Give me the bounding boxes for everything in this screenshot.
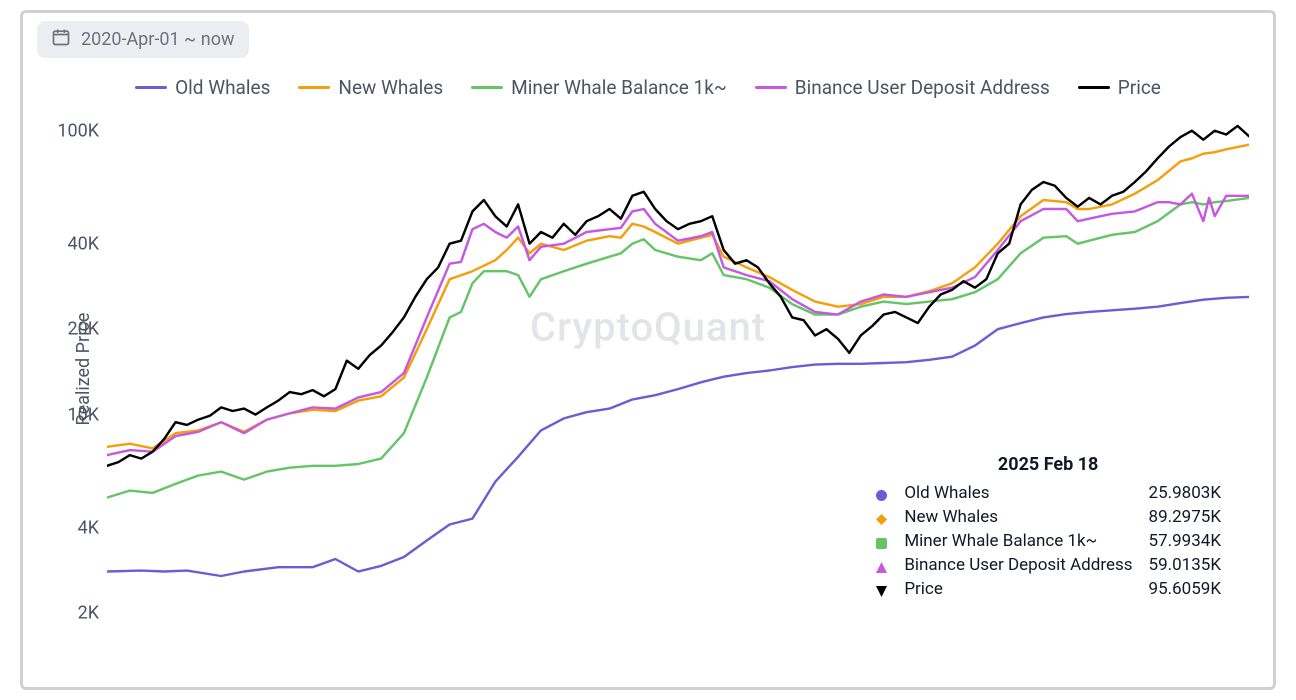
legend-swatch (135, 86, 167, 89)
tooltip-row-price: Price95.6059K (867, 577, 1229, 601)
tooltip-value: 95.6059K (1141, 577, 1229, 601)
tooltip-value: 57.9934K (1141, 529, 1229, 553)
legend-item-binance[interactable]: Binance User Deposit Address (755, 76, 1050, 99)
legend-item-old_whales[interactable]: Old Whales (135, 76, 270, 99)
date-range-text: 2020-Apr-01 ~ now (81, 29, 235, 50)
tooltip-date: 2025 Feb 18 (867, 454, 1229, 475)
tooltip-row-miner: Miner Whale Balance 1k~57.9934K (867, 529, 1229, 553)
tooltip-row-binance: Binance User Deposit Address59.0135K (867, 553, 1229, 577)
marker-icon (875, 535, 888, 548)
tooltip-row-old_whales: Old Whales25.9803K (867, 481, 1229, 505)
legend-swatch (1078, 86, 1110, 89)
tooltip-value: 25.9803K (1141, 481, 1229, 505)
legend-label: Price (1118, 76, 1161, 99)
tooltip-value: 59.0135K (1141, 553, 1229, 577)
tooltip-label: Old Whales (896, 481, 1140, 505)
legend-item-price[interactable]: Price (1078, 76, 1161, 99)
chart-area: Realized Price CryptoQuant 2025 Feb 18 O… (37, 109, 1259, 629)
tooltip-value: 89.2975K (1141, 505, 1229, 529)
series-new_whales (107, 145, 1249, 449)
date-range-picker[interactable]: 2020-Apr-01 ~ now (37, 21, 249, 58)
calendar-icon (51, 27, 71, 52)
legend-swatch (298, 86, 330, 89)
marker-icon (875, 559, 888, 572)
tooltip-label: New Whales (896, 505, 1140, 529)
legend-swatch (755, 86, 787, 89)
series-price (107, 126, 1249, 466)
marker-icon (875, 511, 888, 524)
y-tick-label: 10K (67, 404, 99, 425)
chart-card: 2020-Apr-01 ~ now Old WhalesNew WhalesMi… (20, 10, 1276, 690)
tooltip-label: Miner Whale Balance 1k~ (896, 529, 1140, 553)
y-tick-label: 100K (57, 120, 99, 141)
legend-label: New Whales (338, 76, 443, 99)
legend-label: Binance User Deposit Address (795, 76, 1050, 99)
y-tick-label: 2K (78, 603, 99, 624)
y-tick-label: 4K (78, 517, 99, 538)
marker-icon (875, 583, 888, 596)
tooltip-label: Binance User Deposit Address (896, 553, 1140, 577)
legend-swatch (471, 86, 503, 89)
legend-item-miner[interactable]: Miner Whale Balance 1k~ (471, 76, 727, 99)
legend-item-new_whales[interactable]: New Whales (298, 76, 443, 99)
legend-label: Old Whales (175, 76, 270, 99)
tooltip-row-new_whales: New Whales89.2975K (867, 505, 1229, 529)
tooltip-label: Price (896, 577, 1140, 601)
chart-legend: Old Whales New Whales Miner Whale Balance … (37, 76, 1259, 99)
tooltip-table: Old Whales25.9803KNew Whales89.2975KMine… (867, 481, 1229, 601)
y-tick-label: 40K (67, 233, 99, 254)
y-tick-label: 20K (67, 319, 99, 340)
marker-icon (875, 487, 888, 500)
series-binance (107, 194, 1249, 455)
legend-label: Miner Whale Balance 1k~ (511, 76, 727, 99)
chart-tooltip: 2025 Feb 18 Old Whales25.9803KNew Whales… (867, 454, 1229, 601)
